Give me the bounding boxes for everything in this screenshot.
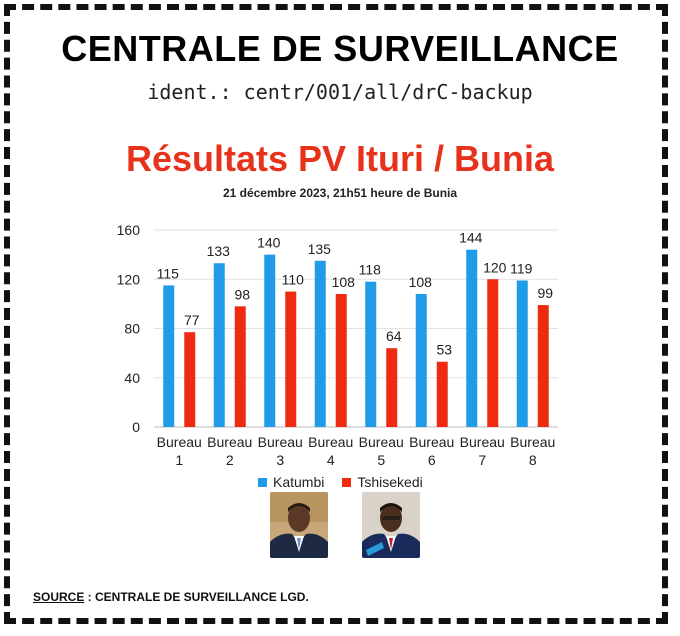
x-tick-label: 7 <box>478 452 486 468</box>
data-label: 53 <box>436 342 452 358</box>
ident-line: ident.: centr/001/all/drC-backup <box>147 80 533 104</box>
bar-katumbi-6 <box>415 294 427 427</box>
bar-tshisekedi-6 <box>436 361 448 427</box>
source-note: SOURCE : CENTRALE DE SURVEILLANCE LGD. <box>33 590 309 604</box>
y-tick-label: 120 <box>117 271 141 287</box>
x-tick-label: Bureau <box>359 434 404 450</box>
bar-tshisekedi-1 <box>184 332 196 427</box>
data-label: 64 <box>386 328 402 344</box>
bar-tshisekedi-8 <box>537 305 549 427</box>
data-label: 99 <box>537 285 553 301</box>
legend-label-tshisekedi: Tshisekedi <box>357 474 423 490</box>
bar-katumbi-2 <box>213 263 225 427</box>
legend-item-tshisekedi: Tshisekedi <box>342 474 423 490</box>
bar-katumbi-4 <box>314 260 326 427</box>
data-label: 144 <box>459 230 483 246</box>
bar-katumbi-1 <box>163 285 175 427</box>
data-label: 140 <box>257 235 281 251</box>
bar-tshisekedi-5 <box>386 348 398 427</box>
data-label: 135 <box>308 241 332 257</box>
data-label: 110 <box>282 272 305 288</box>
x-tick-label: Bureau <box>510 434 555 450</box>
bar-katumbi-8 <box>516 280 528 427</box>
source-key: SOURCE <box>33 590 85 604</box>
chart-legend: Katumbi Tshisekedi <box>258 474 441 490</box>
x-tick-label: 8 <box>529 452 537 468</box>
x-tick-label: 5 <box>377 452 385 468</box>
data-label: 77 <box>184 312 200 328</box>
data-label: 133 <box>207 243 231 259</box>
x-tick-label: Bureau <box>207 434 252 450</box>
page-title: CENTRALE DE SURVEILLANCE <box>61 28 619 69</box>
bar-katumbi-7 <box>466 249 478 427</box>
y-tick-label: 160 <box>117 222 141 238</box>
bar-chart: 0 40 80 120 160 115 77 Bureau 1 133 98 Bureau 2 140 11… <box>117 222 558 468</box>
data-label: 115 <box>157 265 180 281</box>
data-label: 98 <box>234 286 250 302</box>
bar-tshisekedi-7 <box>487 279 499 427</box>
x-tick-label: Bureau <box>460 434 505 450</box>
chart-title: Résultats PV Ituri / Bunia <box>125 138 555 179</box>
y-tick-label: 0 <box>132 419 140 435</box>
dashed-frame <box>4 4 668 624</box>
legend-swatch-katumbi <box>258 477 267 487</box>
source-text: : CENTRALE DE SURVEILLANCE LGD. <box>84 590 309 604</box>
bar-katumbi-3 <box>264 254 276 427</box>
chart-subtitle: 21 décembre 2023, 21h51 heure de Bunia <box>222 186 458 200</box>
x-tick-label: Bureau <box>157 434 202 450</box>
bar-tshisekedi-2 <box>234 306 246 427</box>
x-tick-label: 6 <box>428 452 436 468</box>
katumbi-portrait <box>270 492 328 558</box>
tshisekedi-portrait <box>362 492 420 558</box>
data-label: 108 <box>409 274 433 290</box>
x-tick-label: 3 <box>276 452 284 468</box>
y-tick-label: 40 <box>124 370 140 386</box>
data-label: 120 <box>483 259 507 275</box>
bar-tshisekedi-4 <box>335 294 347 427</box>
data-label: 119 <box>510 260 533 276</box>
legend-label-katumbi: Katumbi <box>273 474 325 490</box>
y-tick-label: 80 <box>124 321 140 337</box>
x-tick-label: Bureau <box>308 434 353 450</box>
data-label: 108 <box>332 274 356 290</box>
x-tick-label: Bureau <box>258 434 303 450</box>
x-tick-label: Bureau <box>409 434 454 450</box>
x-tick-label: 2 <box>226 452 234 468</box>
bar-tshisekedi-3 <box>285 291 297 427</box>
x-tick-label: 1 <box>175 452 183 468</box>
x-tick-label: 4 <box>327 452 335 468</box>
legend-swatch-tshisekedi <box>342 477 352 487</box>
data-label: 118 <box>359 262 382 278</box>
bar-katumbi-5 <box>365 281 377 427</box>
legend-item-katumbi: Katumbi <box>258 474 324 490</box>
